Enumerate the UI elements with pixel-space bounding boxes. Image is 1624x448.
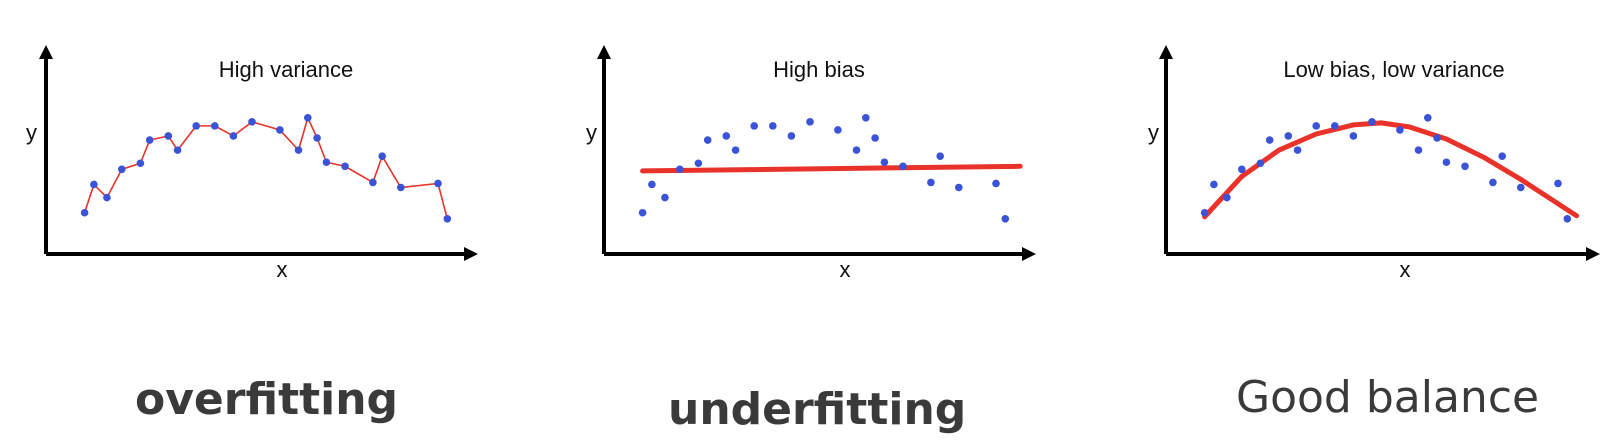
data-point xyxy=(443,215,452,223)
x-axis-label: x xyxy=(840,257,851,282)
data-point xyxy=(1210,180,1218,189)
data-point xyxy=(638,208,647,217)
data-point xyxy=(369,178,377,187)
fit-line xyxy=(640,163,1023,174)
y-axis-arrowhead xyxy=(1159,45,1173,59)
data-point xyxy=(313,134,321,142)
data-point xyxy=(750,122,758,130)
data-point xyxy=(871,134,879,142)
y-axis-arrowhead xyxy=(597,45,611,59)
data-point xyxy=(1563,215,1572,223)
data-point xyxy=(703,136,712,144)
caption-overfitting: overfitting xyxy=(135,374,399,425)
data-point xyxy=(1293,146,1302,154)
data-point xyxy=(1284,132,1293,140)
data-point xyxy=(1498,152,1506,160)
caption-underfitting: underfitting xyxy=(668,384,967,435)
x-axis-arrowhead xyxy=(1022,247,1036,261)
data-point xyxy=(1312,122,1320,130)
data-point xyxy=(1238,165,1246,174)
data-point xyxy=(1489,178,1497,187)
data-point xyxy=(192,122,200,130)
chart-good-balance: Low bias, low variance y x xyxy=(1148,45,1600,282)
x-axis-label: x xyxy=(277,257,288,282)
x-axis-label: x xyxy=(1400,257,1411,282)
data-point xyxy=(136,159,145,168)
data-point xyxy=(248,118,256,126)
data-point xyxy=(992,179,1000,188)
chart-title: Low bias, low variance xyxy=(1283,57,1504,82)
data-point xyxy=(211,122,219,130)
data-point xyxy=(661,193,669,202)
data-point xyxy=(1223,193,1231,202)
data-point xyxy=(1433,134,1441,142)
data-point xyxy=(1414,146,1423,154)
data-point xyxy=(1396,126,1404,134)
data-point xyxy=(899,162,907,171)
data-point xyxy=(936,152,944,160)
y-axis-label: y xyxy=(1148,120,1159,145)
data-point xyxy=(304,114,312,122)
caption-good-balance: Good balance xyxy=(1236,372,1540,423)
y-axis-label: y xyxy=(586,120,597,145)
fit-line xyxy=(83,115,449,220)
data-point xyxy=(834,126,842,134)
data-point xyxy=(1265,136,1274,144)
data-point xyxy=(1442,158,1451,167)
chart-overfitting: High variance y x xyxy=(26,45,478,282)
chart-title: High bias xyxy=(773,57,865,82)
data-point xyxy=(397,183,405,192)
chart-title: High variance xyxy=(219,57,354,82)
data-point xyxy=(90,180,98,189)
data-point xyxy=(1554,179,1562,188)
data-point xyxy=(787,132,796,140)
data-point xyxy=(229,132,238,140)
data-point xyxy=(276,126,284,134)
data-point xyxy=(1424,114,1432,122)
data-point xyxy=(927,178,935,187)
data-point xyxy=(322,158,331,167)
data-point xyxy=(769,122,777,130)
data-point xyxy=(1368,118,1376,126)
data-point xyxy=(164,132,173,140)
data-point xyxy=(1200,208,1209,217)
data-point xyxy=(118,165,126,174)
data-point xyxy=(294,146,303,154)
data-point xyxy=(103,193,111,202)
data-point xyxy=(648,180,656,189)
x-axis-arrowhead xyxy=(464,247,478,261)
data-point xyxy=(806,118,814,126)
y-axis-arrowhead xyxy=(39,45,53,59)
y-axis-label: y xyxy=(26,120,37,145)
data-point xyxy=(341,162,349,171)
data-point xyxy=(80,208,89,217)
data-point xyxy=(694,159,703,168)
data-point xyxy=(1461,162,1469,171)
data-point xyxy=(1331,122,1339,130)
x-axis-arrowhead xyxy=(1586,247,1600,261)
data-point xyxy=(852,146,861,154)
chart-underfitting: High bias y x xyxy=(586,45,1036,282)
data-point xyxy=(880,158,889,167)
data-point xyxy=(676,165,684,174)
data-point xyxy=(1349,132,1358,140)
data-point xyxy=(378,152,387,160)
data-point xyxy=(862,114,870,122)
data-point xyxy=(173,146,182,154)
data-point xyxy=(1256,159,1265,168)
fit-curve xyxy=(1202,120,1580,220)
data-point xyxy=(1517,183,1525,192)
data-point xyxy=(1001,215,1010,223)
data-point xyxy=(145,136,154,144)
data-point xyxy=(434,179,442,188)
data-point xyxy=(955,183,963,192)
data-point xyxy=(731,146,740,154)
data-point xyxy=(722,132,731,140)
